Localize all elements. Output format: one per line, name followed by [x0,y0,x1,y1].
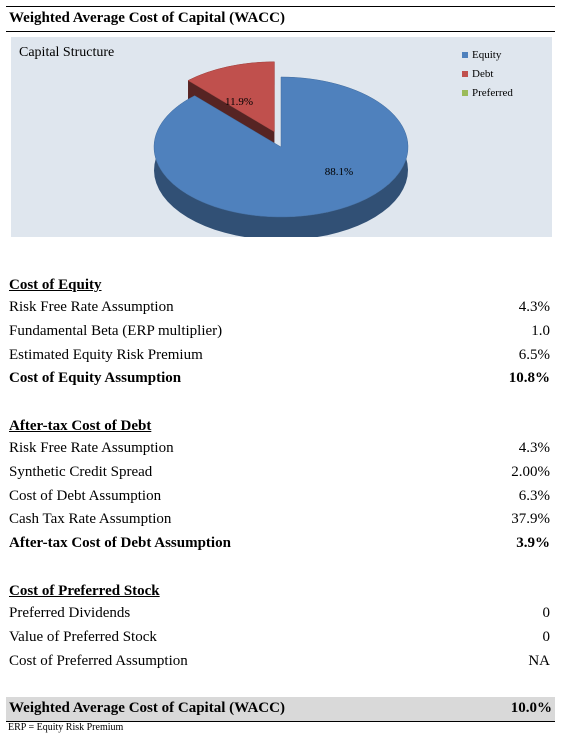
wacc-value: 10.0% [510,700,552,716]
row-value: 10.8% [508,370,550,387]
row-label: Risk Free Rate Assumption [9,299,174,315]
legend-swatch [462,70,468,77]
wacc-total-row: Weighted Average Cost of Capital (WACC) … [6,697,555,722]
chart-title: Capital Structure [19,45,115,60]
row-value: 6.5% [518,346,550,363]
row-label: Fundamental Beta (ERP multiplier) [9,322,223,339]
row-value: 2.00% [511,463,550,480]
table-row: Cost of Debt Assumption 6.3% [9,488,550,508]
row-value: NA [528,652,550,669]
pie-slice [153,76,409,218]
pie-data-label: 88.1% [325,166,353,178]
section-heading: Cost of Preferred Stock [9,583,160,599]
legend-swatch [462,89,468,96]
section-heading: After-tax Cost of Debt [9,418,152,434]
row-value: 37.9% [511,511,550,528]
row-label: Preferred Dividends [9,605,131,621]
row-value: 3.9% [516,535,550,552]
summary-row: After-tax Cost of Debt Assumption 3.9% [9,535,550,555]
row-value: 0 [542,628,551,645]
row-label: Estimated Equity Risk Premium [9,346,203,363]
legend-label: Debt [472,67,494,80]
table-row: Synthetic Credit Spread 2.00% [9,464,550,484]
row-label: Cash Tax Rate Assumption [9,511,172,528]
row-label: Cost of Equity Assumption [9,370,182,387]
table-row: Estimated Equity Risk Premium 6.5% [9,347,550,367]
table-row: Fundamental Beta (ERP multiplier) 1.0 [9,323,550,343]
section-heading: Cost of Equity [9,277,102,293]
table-row: Cost of Preferred Assumption NA [9,653,550,673]
legend-item: Equity [462,45,513,64]
pie-slice [187,61,275,133]
legend-swatch [462,51,468,58]
legend-item: Debt [462,64,513,83]
table-row: Risk Free Rate Assumption 4.3% [9,299,550,319]
page-title-bar: Weighted Average Cost of Capital (WACC) [6,6,555,32]
row-label: Risk Free Rate Assumption [9,440,174,456]
row-value: 1.0 [531,322,550,339]
row-value: 0 [542,605,551,621]
row-value: 4.3% [518,440,550,456]
legend-label: Preferred [472,86,513,99]
wacc-label: Weighted Average Cost of Capital (WACC) [9,700,285,716]
row-label: After-tax Cost of Debt Assumption [9,535,231,552]
capital-structure-chart: 88.1% 11.9% Capital Structure Equity Debt P… [11,37,552,237]
row-label: Cost of Preferred Assumption [9,652,188,669]
row-label: Synthetic Credit Spread [9,463,153,480]
row-label: Value of Preferred Stock [9,628,157,645]
table-row: Risk Free Rate Assumption 4.3% [9,440,550,460]
chart-legend: Equity Debt Preferred [462,45,513,102]
footnote: ERP = Equity Risk Premium [8,722,124,733]
legend-item: Preferred [462,83,513,102]
pie-chart: 88.1% 11.9% [153,61,409,237]
table-row: Value of Preferred Stock 0 [9,629,550,649]
legend-label: Equity [472,48,502,61]
row-value: 4.3% [518,299,550,315]
row-label: Cost of Debt Assumption [9,487,162,504]
table-row: Preferred Dividends 0 [9,605,550,625]
pie-data-label: 11.9% [225,96,253,108]
table-row: Cash Tax Rate Assumption 37.9% [9,511,550,531]
page-title: Weighted Average Cost of Capital (WACC) [9,10,285,26]
summary-row: Cost of Equity Assumption 10.8% [9,370,550,390]
row-value: 6.3% [518,487,550,504]
